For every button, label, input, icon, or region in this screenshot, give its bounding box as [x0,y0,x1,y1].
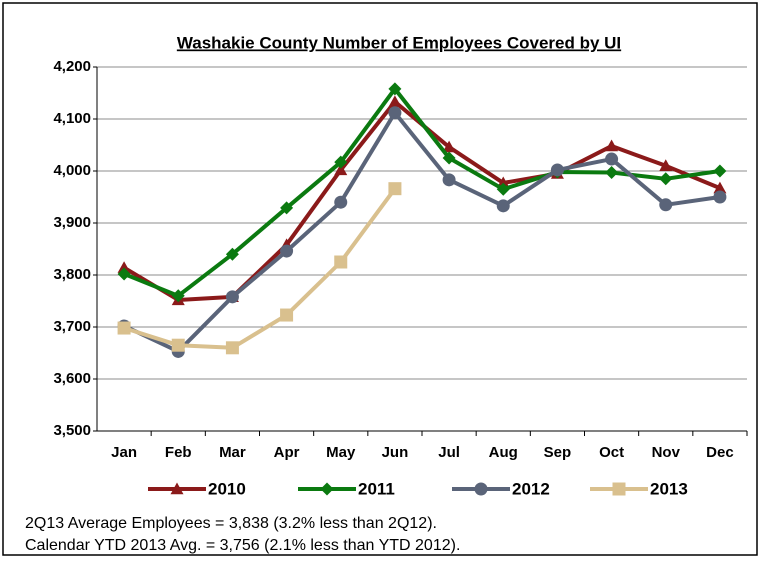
y-tick-label: 3,600 [53,370,91,387]
marker [612,482,626,496]
marker [117,321,131,335]
marker [713,164,727,178]
legend-label: 2011 [358,479,395,498]
footnote: 2Q13 Average Employees = 3,838 (3.2% les… [25,515,437,532]
x-tick-label: Feb [165,444,192,461]
marker [117,267,131,281]
marker [334,155,348,169]
marker [117,261,131,273]
marker [659,198,673,212]
marker [388,82,402,96]
marker [442,173,456,187]
marker [474,482,488,496]
marker [225,290,239,304]
y-tick-label: 3,800 [53,266,91,283]
marker [280,201,294,215]
marker [713,190,727,204]
legend-label: 2010 [208,479,246,498]
marker [280,308,294,322]
marker [334,163,348,176]
y-tick-label: 4,100 [53,110,91,127]
x-tick-label: May [326,444,356,461]
series-line [123,110,721,354]
marker [225,247,239,261]
marker [659,159,673,171]
x-tick-label: Dec [706,444,734,461]
marker [171,289,185,303]
marker [496,199,510,213]
x-tick-label: Apr [274,444,300,461]
footnote: Calendar YTD 2013 Avg. = 3,756 (2.1% les… [25,537,460,554]
x-tick-label: Oct [599,444,624,461]
marker [280,244,294,258]
chart-border [2,2,758,556]
y-tick-label: 3,700 [53,318,91,335]
marker [605,166,619,180]
x-tick-label: Jun [382,444,409,461]
marker [171,338,185,352]
marker [550,163,564,177]
marker [388,182,402,196]
series-line [123,187,397,350]
y-tick-label: 4,000 [53,162,91,179]
marker [388,95,402,108]
y-tick-label: 4,200 [53,58,91,75]
x-tick-label: Nov [652,444,681,461]
marker [605,152,619,166]
y-tick-label: 3,500 [53,422,91,439]
x-tick-label: Sep [544,444,572,461]
marker [496,182,510,196]
marker [334,255,348,269]
marker [225,341,239,355]
chart-title: Washakie County Number of Employees Cove… [177,33,621,52]
marker [334,195,348,209]
marker [442,151,456,165]
legend-label: 2012 [512,479,550,498]
y-tick-label: 3,900 [53,214,91,231]
legend-label: 2013 [650,479,688,498]
marker [388,106,402,120]
marker [170,482,184,495]
x-tick-label: Jul [438,444,460,461]
marker [320,482,334,496]
x-tick-label: Aug [489,444,518,461]
x-tick-label: Jan [111,444,137,461]
marker [713,181,727,194]
marker [605,139,619,152]
x-tick-label: Mar [219,444,246,461]
series-line [123,86,721,298]
marker [659,172,673,186]
marker [442,140,456,153]
